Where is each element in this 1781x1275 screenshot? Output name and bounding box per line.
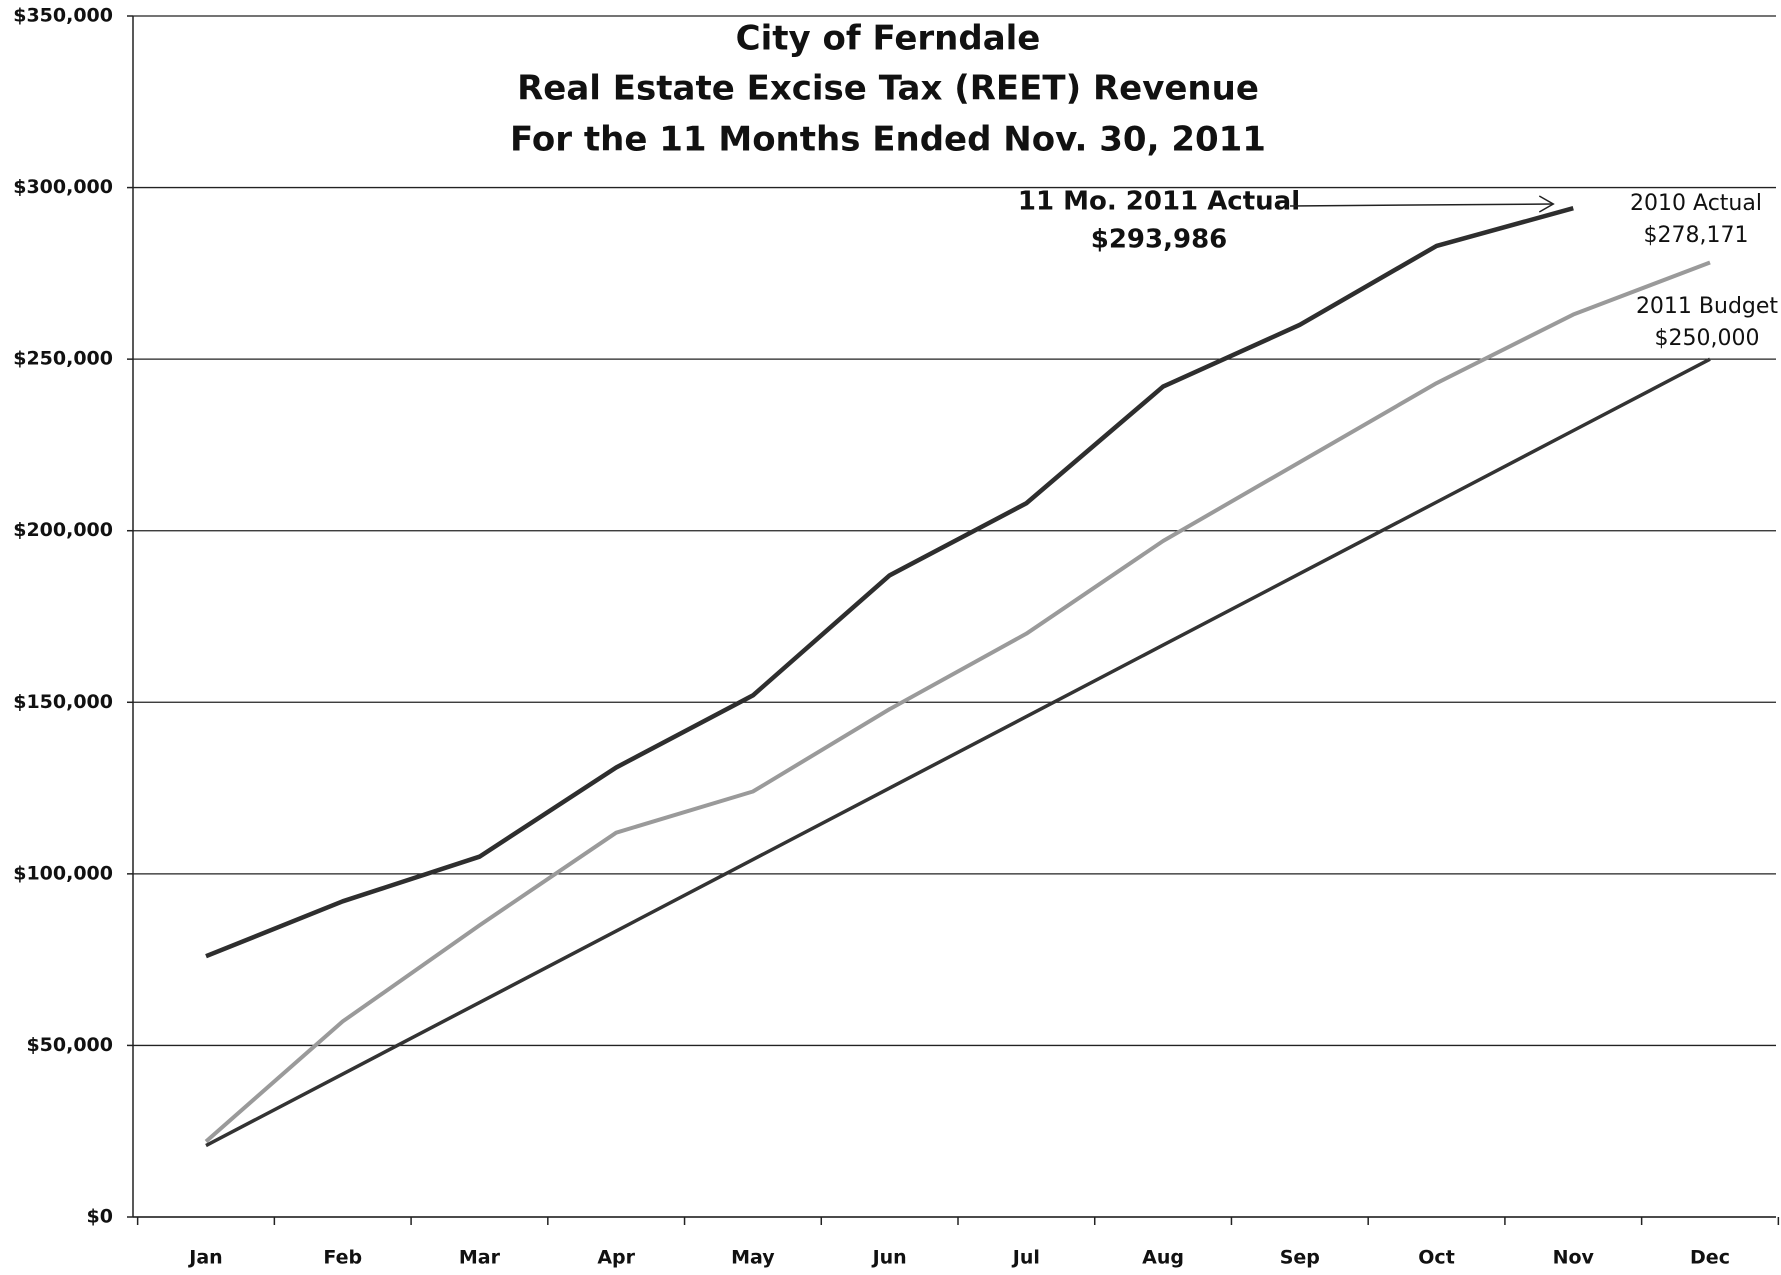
x-tick-label: Apr bbox=[597, 1247, 635, 1269]
y-tick-label: $350,000 bbox=[13, 5, 113, 27]
chart-title: Real Estate Excise Tax (REET) Revenue bbox=[517, 69, 1259, 109]
x-tick-label: Jan bbox=[187, 1247, 222, 1269]
series-line bbox=[205, 206, 1574, 959]
y-tick-label: $150,000 bbox=[13, 691, 113, 713]
x-tick-label: Aug bbox=[1142, 1247, 1184, 1269]
y-tick-label: $300,000 bbox=[13, 176, 113, 198]
value-label: $293,986 bbox=[1091, 225, 1228, 255]
series-label: 11 Mo. 2011 Actual bbox=[1018, 187, 1300, 217]
x-tick-label: Jun bbox=[871, 1247, 907, 1269]
x-tick-label: Dec bbox=[1690, 1247, 1730, 1269]
series-line bbox=[204, 260, 1711, 1144]
chart-title: City of Ferndale bbox=[736, 19, 1041, 59]
value-label: $278,171 bbox=[1644, 223, 1749, 248]
y-tick-label: $50,000 bbox=[26, 1034, 113, 1056]
y-tick-label: $200,000 bbox=[13, 519, 113, 541]
series-label: 2011 Budget bbox=[1636, 294, 1778, 319]
annotation-arrow bbox=[1289, 203, 1554, 207]
y-tick-label: $0 bbox=[87, 1206, 113, 1228]
chart-title: For the 11 Months Ended Nov. 30, 2011 bbox=[510, 120, 1266, 160]
series-line bbox=[205, 357, 1711, 1148]
x-tick-label: May bbox=[731, 1247, 775, 1269]
y-tick-label: $100,000 bbox=[13, 862, 113, 884]
x-tick-label: Oct bbox=[1418, 1247, 1455, 1269]
x-tick-label: Feb bbox=[323, 1247, 362, 1269]
x-tick-label: Sep bbox=[1280, 1247, 1320, 1269]
series-label: 2010 Actual bbox=[1630, 191, 1762, 216]
y-tick-label: $250,000 bbox=[13, 348, 113, 370]
value-label: $250,000 bbox=[1655, 326, 1760, 351]
annotation-arrowhead bbox=[1538, 195, 1555, 213]
x-tick-label: Nov bbox=[1553, 1247, 1595, 1269]
x-tick-label: Mar bbox=[459, 1247, 501, 1269]
x-tick-label: Jul bbox=[1011, 1247, 1040, 1269]
